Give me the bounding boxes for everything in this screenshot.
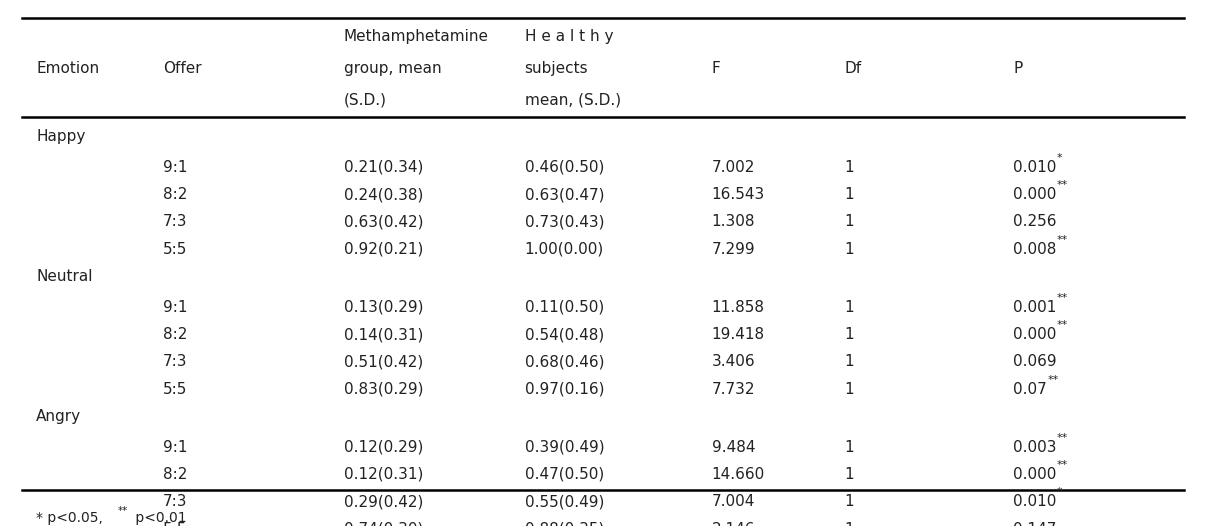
Text: 14.660: 14.660 [712, 467, 765, 482]
Text: p<0.01: p<0.01 [131, 511, 187, 524]
Text: 0.12(0.29): 0.12(0.29) [344, 440, 423, 454]
Text: 1: 1 [844, 440, 854, 454]
Text: 0.51(0.42): 0.51(0.42) [344, 355, 423, 369]
Text: 0.55(0.49): 0.55(0.49) [525, 494, 604, 509]
Text: 0.003: 0.003 [1013, 440, 1056, 454]
Text: 0.069: 0.069 [1013, 355, 1056, 369]
Text: 9:1: 9:1 [163, 440, 187, 454]
Text: 3.406: 3.406 [712, 355, 755, 369]
Text: 0.54(0.48): 0.54(0.48) [525, 327, 604, 342]
Text: 0.63(0.47): 0.63(0.47) [525, 187, 604, 202]
Text: 0.39(0.49): 0.39(0.49) [525, 440, 604, 454]
Text: 1: 1 [844, 382, 854, 397]
Text: 7:3: 7:3 [163, 355, 187, 369]
Text: 5:5: 5:5 [163, 522, 187, 526]
Text: Neutral: Neutral [36, 269, 93, 284]
Text: 5:5: 5:5 [163, 242, 187, 257]
Text: 0.74(0.30): 0.74(0.30) [344, 522, 423, 526]
Text: 0.010: 0.010 [1013, 494, 1056, 509]
Text: Df: Df [844, 61, 861, 76]
Text: 0.001: 0.001 [1013, 300, 1056, 315]
Text: 1: 1 [844, 494, 854, 509]
Text: 1.00(0.00): 1.00(0.00) [525, 242, 604, 257]
Text: 0.000: 0.000 [1013, 187, 1056, 202]
Text: 0.11(0.50): 0.11(0.50) [525, 300, 604, 315]
Text: subjects: subjects [525, 61, 589, 76]
Text: 0.88(0.35): 0.88(0.35) [525, 522, 604, 526]
Text: 16.543: 16.543 [712, 187, 765, 202]
Text: 0.29(0.42): 0.29(0.42) [344, 494, 423, 509]
Text: 7.004: 7.004 [712, 494, 755, 509]
Text: 11.858: 11.858 [712, 300, 765, 315]
Text: 7:3: 7:3 [163, 494, 187, 509]
Text: 0.47(0.50): 0.47(0.50) [525, 467, 604, 482]
Text: 7:3: 7:3 [163, 215, 187, 229]
Text: 5:5: 5:5 [163, 382, 187, 397]
Text: Happy: Happy [36, 129, 86, 144]
Text: 19.418: 19.418 [712, 327, 765, 342]
Text: 0.83(0.29): 0.83(0.29) [344, 382, 423, 397]
Text: 0.07: 0.07 [1013, 382, 1047, 397]
Text: Methamphetamine: Methamphetamine [344, 29, 488, 44]
Text: **: ** [1056, 235, 1067, 245]
Text: **: ** [1056, 460, 1067, 470]
Text: P: P [1013, 61, 1023, 76]
Text: 2.146: 2.146 [712, 522, 755, 526]
Text: 8:2: 8:2 [163, 187, 187, 202]
Text: 1.308: 1.308 [712, 215, 755, 229]
Text: 0.147: 0.147 [1013, 522, 1056, 526]
Text: 1: 1 [844, 187, 854, 202]
Text: 0.68(0.46): 0.68(0.46) [525, 355, 604, 369]
Text: H e a l t h y: H e a l t h y [525, 29, 613, 44]
Text: 7.002: 7.002 [712, 160, 755, 175]
Text: **: ** [1056, 432, 1067, 443]
Text: group, mean: group, mean [344, 61, 441, 76]
Text: 0.12(0.31): 0.12(0.31) [344, 467, 423, 482]
Text: 1: 1 [844, 242, 854, 257]
Text: 1: 1 [844, 160, 854, 175]
Text: Offer: Offer [163, 61, 201, 76]
Text: 8:2: 8:2 [163, 467, 187, 482]
Text: 0.24(0.38): 0.24(0.38) [344, 187, 423, 202]
Text: 1: 1 [844, 327, 854, 342]
Text: 0.46(0.50): 0.46(0.50) [525, 160, 604, 175]
Text: 9.484: 9.484 [712, 440, 755, 454]
Text: 0.008: 0.008 [1013, 242, 1056, 257]
Text: *: * [1056, 153, 1062, 163]
Text: 0.000: 0.000 [1013, 327, 1056, 342]
Text: 1: 1 [844, 522, 854, 526]
Text: **: ** [1056, 320, 1067, 330]
Text: 0.010: 0.010 [1013, 160, 1056, 175]
Text: **: ** [1056, 180, 1067, 190]
Text: 9:1: 9:1 [163, 300, 187, 315]
Text: 1: 1 [844, 467, 854, 482]
Text: 1: 1 [844, 215, 854, 229]
Text: 0.63(0.42): 0.63(0.42) [344, 215, 423, 229]
Text: F: F [712, 61, 720, 76]
Text: **: ** [1056, 292, 1067, 303]
Text: **: ** [118, 506, 128, 517]
Text: 0.000: 0.000 [1013, 467, 1056, 482]
Text: 7.732: 7.732 [712, 382, 755, 397]
Text: **: ** [1048, 375, 1059, 385]
Text: 1: 1 [844, 300, 854, 315]
Text: Angry: Angry [36, 409, 81, 424]
Text: 0.256: 0.256 [1013, 215, 1056, 229]
Text: 0.13(0.29): 0.13(0.29) [344, 300, 423, 315]
Text: 7.299: 7.299 [712, 242, 755, 257]
Text: mean, (S.D.): mean, (S.D.) [525, 93, 621, 107]
Text: 0.21(0.34): 0.21(0.34) [344, 160, 423, 175]
Text: * p<0.05,: * p<0.05, [36, 511, 112, 524]
Text: 0.97(0.16): 0.97(0.16) [525, 382, 604, 397]
Text: Emotion: Emotion [36, 61, 99, 76]
Text: 1: 1 [844, 355, 854, 369]
Text: (S.D.): (S.D.) [344, 93, 387, 107]
Text: 0.92(0.21): 0.92(0.21) [344, 242, 423, 257]
Text: 0.14(0.31): 0.14(0.31) [344, 327, 423, 342]
Text: 8:2: 8:2 [163, 327, 187, 342]
Text: 0.73(0.43): 0.73(0.43) [525, 215, 604, 229]
Text: *: * [1056, 487, 1062, 498]
Text: 9:1: 9:1 [163, 160, 187, 175]
